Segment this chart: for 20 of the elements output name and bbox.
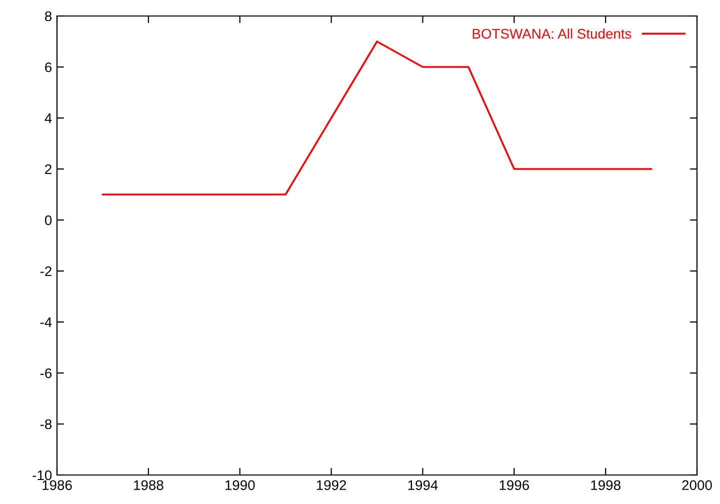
x-tick-label: 1996 <box>500 480 529 490</box>
legend-label: BOTSWANA: All Students <box>472 28 632 39</box>
y-tick-label: -8 <box>40 419 52 430</box>
x-tick-label: 1994 <box>408 480 438 490</box>
x-tick-label: 1986 <box>42 480 72 490</box>
y-tick-label: 6 <box>45 62 52 72</box>
x-tick-label: 1990 <box>225 480 255 490</box>
y-tick-label: 8 <box>45 11 52 22</box>
y-tick-label: 4 <box>44 113 52 124</box>
y-tick-label: -10 <box>32 470 52 480</box>
y-tick-label: -2 <box>40 266 52 276</box>
y-tick-label: -4 <box>40 317 52 328</box>
x-tick-label: 1998 <box>591 480 620 490</box>
y-tick-label: -6 <box>40 368 52 378</box>
x-tick-label: 2000 <box>682 480 712 490</box>
x-tick-label: 1988 <box>134 480 164 490</box>
x-tick-label: 1992 <box>316 480 346 490</box>
y-tick-label: 2 <box>45 164 52 174</box>
line-series <box>102 40 652 196</box>
y-tick-label: 0 <box>44 215 52 226</box>
